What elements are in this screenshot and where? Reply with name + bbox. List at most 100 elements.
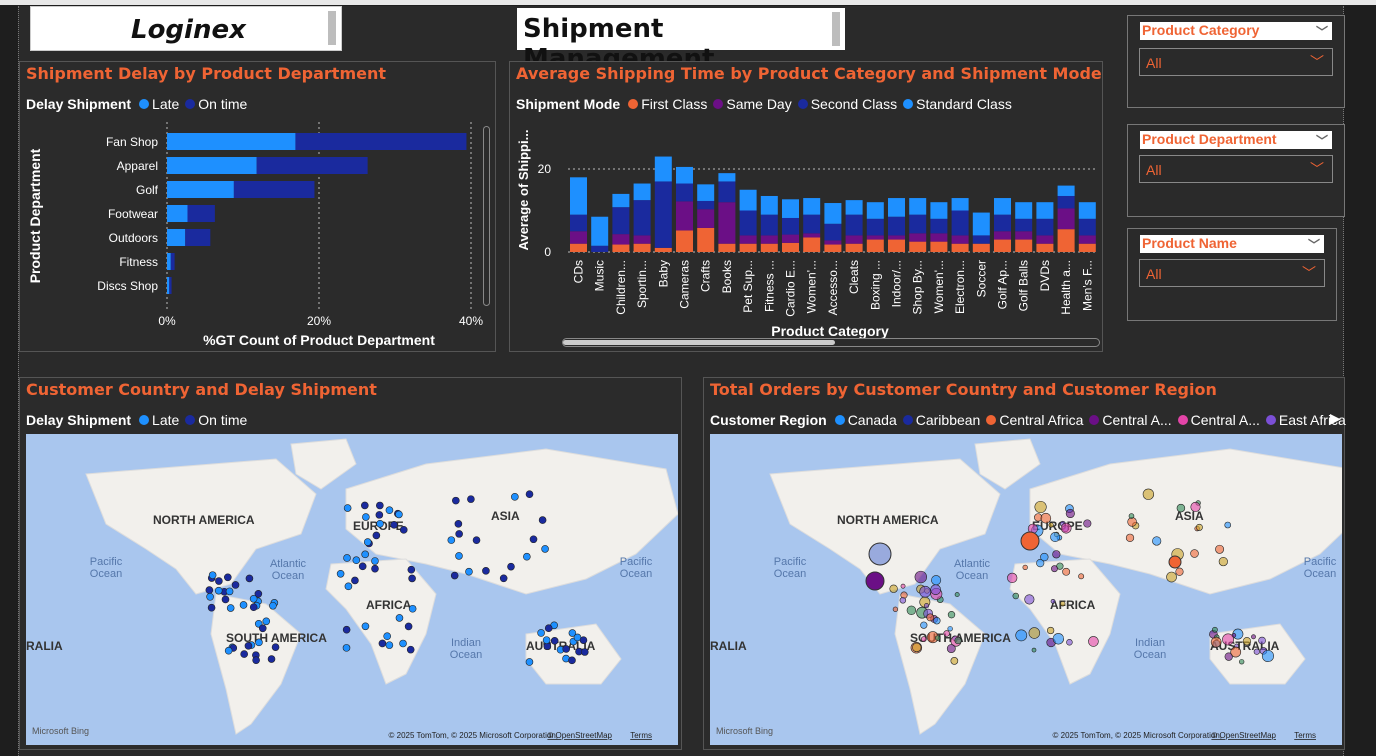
map-marker: [361, 550, 369, 559]
x-tick-label: Women'...: [805, 260, 819, 313]
bar-on-time: [185, 229, 211, 246]
orders-region-panel[interactable]: Total Orders by Customer Country and Cus…: [703, 377, 1346, 750]
bar-same-day: [845, 235, 863, 244]
world-map[interactable]: NORTH AMERICAEUROPEASIAAFRICASOUTH AMERI…: [710, 434, 1342, 745]
country-delay-panel[interactable]: Customer Country and Delay Shipment Dela…: [19, 377, 682, 750]
chevron-down-icon[interactable]: ﹀: [1315, 134, 1328, 148]
map-marker: [390, 521, 398, 529]
map-marker: [376, 501, 384, 510]
legend-item-standard-class[interactable]: Standard Class: [903, 96, 1012, 112]
slicer-product-category[interactable]: Product Category ﹀ All ﹀: [1127, 15, 1345, 108]
bar-standard-class: [612, 193, 630, 208]
map-marker: [225, 587, 234, 596]
map-marker: [249, 594, 258, 603]
map-marker: [525, 658, 534, 666]
bar-second-class: [1078, 218, 1096, 236]
legend-item-central-africa[interactable]: Central Africa: [986, 412, 1083, 428]
slicer-dropdown[interactable]: All ﹀: [1139, 259, 1325, 287]
bar-standard-class: [1057, 185, 1075, 196]
panel-title: Total Orders by Customer Country and Cus…: [710, 380, 1217, 399]
atlantic-ocean-label: Atlantic: [270, 558, 307, 570]
legend-item-canada[interactable]: Canada: [834, 412, 897, 428]
bar-second-class: [930, 218, 948, 234]
chevron-down-icon[interactable]: ﹀: [1315, 25, 1328, 39]
chart-legend: Shipment Mode First Class Same Day Secon…: [516, 96, 1018, 112]
slicer-dropdown[interactable]: All ﹀: [1139, 48, 1333, 76]
slicer-label: Product Department: [1142, 131, 1277, 147]
brand-scroll-bar: [328, 11, 336, 45]
pacific-ocean-label: Ocean: [774, 568, 806, 580]
legend-item-first-class[interactable]: First Class: [628, 96, 707, 112]
legend-item-central-a1[interactable]: Central A...: [1089, 412, 1172, 428]
x-tick-label: Men's F...: [1080, 260, 1094, 311]
legend-label: Late: [152, 412, 180, 428]
bar-same-day: [739, 235, 757, 244]
slicer-dropdown[interactable]: All ﹀: [1139, 155, 1333, 183]
x-tick-label: 20%: [307, 314, 331, 328]
map-marker: [371, 557, 379, 565]
map-marker: [1052, 550, 1061, 559]
legend-item-on-time[interactable]: On time: [185, 412, 247, 428]
slicer-header[interactable]: Product Name ﹀: [1140, 235, 1324, 253]
on-time-swatch-icon: [185, 99, 196, 109]
bar-first-class: [633, 243, 651, 252]
map-marker: [899, 597, 907, 604]
legend-next-icon[interactable]: ▶: [1330, 410, 1341, 426]
legend-item-central-a2[interactable]: Central A...: [1177, 412, 1260, 428]
greenland-land: [290, 438, 357, 490]
world-map[interactable]: NORTH AMERICAEUROPEASIAAFRICASOUTH AMERI…: [26, 434, 678, 745]
bar-first-class: [570, 243, 587, 252]
terms-link: Terms: [1294, 731, 1316, 740]
map-marker: [214, 586, 223, 595]
map-marker: [1078, 573, 1085, 580]
legend-item-late[interactable]: Late: [139, 96, 179, 112]
x-tick-label: Indoor/...: [890, 260, 904, 307]
vertical-scrollbar[interactable]: [483, 126, 490, 306]
scrollbar-thumb[interactable]: [563, 340, 835, 345]
slicer-header[interactable]: Product Category ﹀: [1140, 22, 1332, 40]
shipping-time-panel[interactable]: Average Shipping Time by Product Categor…: [509, 61, 1103, 352]
legend-item-on-time[interactable]: On time: [185, 96, 247, 112]
bar-on-time: [170, 253, 175, 270]
map-marker: [376, 519, 384, 528]
legend-item-caribbean[interactable]: Caribbean: [902, 412, 980, 428]
delay-by-department-panel[interactable]: Shipment Delay by Product Department Del…: [19, 61, 496, 352]
slicer-product-department[interactable]: Product Department ﹀ All ﹀: [1127, 124, 1345, 217]
map-marker: [568, 656, 576, 665]
slicer-product-name[interactable]: Product Name ﹀ All ﹀: [1127, 228, 1337, 321]
ribbon-strip: [0, 0, 1376, 5]
map-marker: [231, 581, 240, 589]
x-tick-label: 40%: [459, 314, 483, 328]
map-marker: [206, 593, 214, 601]
map-marker: [452, 496, 460, 505]
map-marker: [454, 520, 463, 528]
legend-item-east-africa[interactable]: East Africa: [1265, 412, 1346, 428]
chevron-down-icon[interactable]: ﹀: [1307, 238, 1320, 252]
map-marker: [361, 501, 369, 510]
north-america-land: [769, 458, 1001, 595]
map-marker: [450, 571, 459, 580]
slicer-value: All: [1146, 266, 1162, 282]
first-class-swatch-icon: [628, 99, 639, 109]
canada-swatch-icon: [834, 415, 845, 425]
legend-title: Delay Shipment: [26, 412, 132, 428]
map-marker: [943, 630, 950, 637]
central-a2-swatch-icon: [1177, 415, 1188, 425]
map-marker: [1218, 557, 1228, 567]
slicer-header[interactable]: Product Department ﹀: [1140, 131, 1332, 149]
legend-item-second-class[interactable]: Second Class: [797, 96, 897, 112]
map-marker: [221, 595, 230, 604]
bar-first-class: [676, 230, 693, 252]
indian-ocean-label: Ocean: [1134, 649, 1166, 661]
map-marker: [1190, 501, 1201, 512]
map-marker: [1062, 567, 1071, 576]
map-marker: [1050, 532, 1061, 543]
bar-standard-class: [676, 166, 693, 184]
legend-item-same-day[interactable]: Same Day: [713, 96, 792, 112]
pacific-ocean-label: Ocean: [620, 568, 652, 580]
legend-item-late[interactable]: Late: [139, 412, 179, 428]
bar-late: [167, 253, 171, 270]
horizontal-scrollbar[interactable]: [562, 338, 1100, 347]
legend-label: Late: [152, 96, 180, 112]
bar-late: [167, 229, 186, 246]
